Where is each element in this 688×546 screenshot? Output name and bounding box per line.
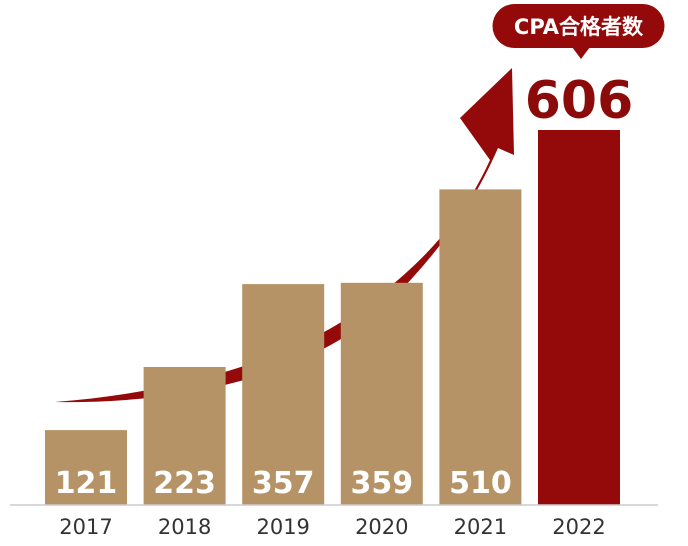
- bar-2021: [439, 189, 522, 505]
- bar-value-label-2021: 510: [449, 466, 512, 501]
- callout-tail: [572, 47, 590, 59]
- callout-bubble: [492, 4, 665, 48]
- x-tick-label-2018: 2018: [158, 515, 211, 539]
- x-tick-label-2020: 2020: [355, 515, 408, 539]
- bar-value-label-2022: 606: [525, 71, 634, 131]
- x-tick-label-2017: 2017: [59, 515, 112, 539]
- bar-2018: [143, 367, 226, 505]
- bar-value-label-2018: 223: [153, 466, 216, 501]
- labels-layer: 121 223 357 359 510 606: [55, 71, 634, 501]
- bar-value-label-2019: 357: [252, 466, 315, 501]
- bar-2022: [538, 130, 620, 505]
- bar-2017: [45, 430, 127, 505]
- callout-label: CPA合格者数: [514, 15, 644, 39]
- bar-2019: [242, 284, 325, 505]
- bar-value-label-2020: 359: [350, 466, 413, 501]
- bar-2020: [340, 282, 423, 505]
- highlight-callout: CPA合格者数: [492, 4, 665, 59]
- x-tick-label-2019: 2019: [256, 515, 309, 539]
- x-axis-ticks: 2017 2018 2019 2020 2021 2022: [59, 515, 605, 539]
- x-tick-label-2021: 2021: [454, 515, 507, 539]
- bar-value-label-2017: 121: [55, 466, 118, 501]
- x-tick-label-2022: 2022: [552, 515, 605, 539]
- bars-layer: [45, 130, 620, 505]
